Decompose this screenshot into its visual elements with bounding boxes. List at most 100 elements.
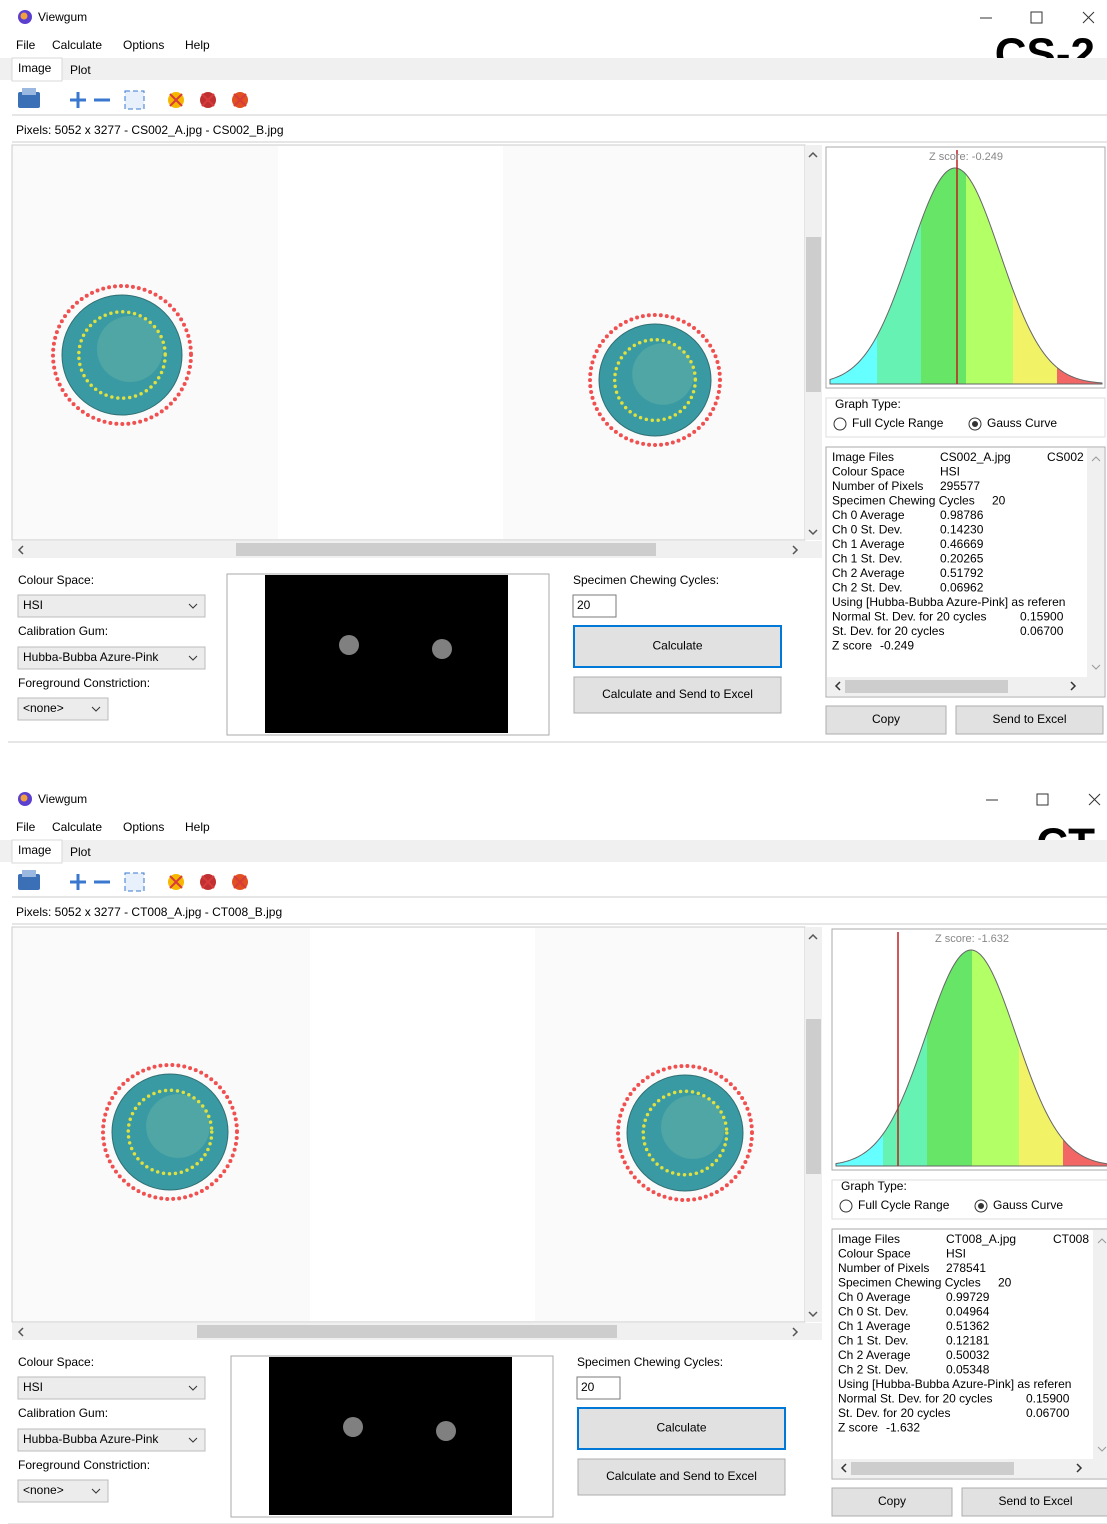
menu-item[interactable]: Options: [123, 820, 164, 834]
result-value: -1.632: [886, 1421, 920, 1435]
result-value: CS002: [1047, 450, 1084, 464]
field-label: Specimen Chewing Cycles:: [573, 573, 719, 587]
result-value: HSI: [940, 465, 960, 479]
result-value: 0.06962: [940, 581, 984, 595]
close-button[interactable]: [1083, 12, 1094, 23]
specimen-shade: [661, 1095, 725, 1159]
field-label: Foreground Constriction:: [18, 1458, 150, 1472]
screenshot: ViewgumCS-2FileCalculateOptionsHelpImage…: [0, 0, 1107, 1524]
scroll-thumb[interactable]: [845, 680, 1008, 693]
copy-button-label[interactable]: Copy: [878, 1494, 906, 1508]
result-label: Ch 2 St. Dev.: [832, 581, 902, 595]
menu-item[interactable]: File: [16, 820, 36, 834]
radio-dot: [978, 1203, 984, 1209]
result-label: Using [Hubba-Bubba Azure-Pink] as refere…: [832, 595, 1065, 609]
preview-mask: [265, 575, 508, 733]
maximize-button[interactable]: [1037, 794, 1048, 805]
result-value: CS002_A.jpg: [940, 450, 1011, 464]
dropdown-value[interactable]: HSI: [23, 1380, 43, 1394]
result-value: 0.12181: [946, 1334, 990, 1348]
result-label: Specimen Chewing Cycles: [838, 1276, 981, 1290]
menu-item[interactable]: Calculate: [52, 38, 102, 52]
radio-label[interactable]: Gauss Curve: [993, 1198, 1063, 1212]
tab[interactable]: Image: [18, 843, 52, 857]
send-excel-button-label[interactable]: Send to Excel: [998, 1494, 1072, 1508]
cycles-value[interactable]: 20: [577, 598, 591, 612]
menu-item[interactable]: Help: [185, 820, 210, 834]
maximize-button[interactable]: [1031, 12, 1042, 23]
tab[interactable]: Plot: [70, 845, 91, 859]
tab[interactable]: Image: [18, 61, 52, 75]
group-title: Graph Type:: [835, 397, 901, 411]
calculate-excel-button-label[interactable]: Calculate and Send to Excel: [606, 1469, 757, 1483]
scroll-thumb[interactable]: [236, 543, 656, 556]
scroll-thumb[interactable]: [806, 237, 821, 392]
cycles-value[interactable]: 20: [581, 1380, 595, 1394]
calculate-button-label[interactable]: Calculate: [652, 639, 702, 653]
tab[interactable]: Plot: [70, 63, 91, 77]
image-gap: [278, 146, 503, 539]
result-value: 0.15900: [1020, 610, 1064, 624]
app-window: ViewgumCTFileCalculateOptionsHelpImagePl…: [0, 782, 1107, 1524]
field-label: Calibration Gum:: [18, 1406, 108, 1420]
copy-button-label[interactable]: Copy: [872, 712, 900, 726]
menu-item[interactable]: Help: [185, 38, 210, 52]
scroll-thumb[interactable]: [806, 1019, 821, 1174]
tool-zoom-in[interactable]: [70, 874, 86, 890]
dropdown-value[interactable]: <none>: [23, 1483, 64, 1497]
menu-item[interactable]: Calculate: [52, 820, 102, 834]
app-window: ViewgumCS-2FileCalculateOptionsHelpImage…: [0, 0, 1107, 745]
menu-item[interactable]: File: [16, 38, 36, 52]
radio-label[interactable]: Gauss Curve: [987, 416, 1057, 430]
menu-item[interactable]: Options: [123, 38, 164, 52]
result-label: Ch 2 Average: [832, 566, 905, 580]
result-value: 0.04964: [946, 1305, 990, 1319]
scroll-thumb[interactable]: [197, 1325, 617, 1338]
result-label: Ch 0 Average: [838, 1290, 911, 1304]
pixels-info: Pixels: 5052 x 3277 - CT008_A.jpg - CT00…: [16, 905, 282, 919]
field-label: Foreground Constriction:: [18, 676, 150, 690]
tool-fit[interactable]: [125, 91, 144, 109]
results-vscroll: [1087, 448, 1104, 677]
result-label: Image Files: [838, 1232, 900, 1246]
dropdown-value[interactable]: Hubba-Bubba Azure-Pink: [23, 1432, 159, 1446]
result-value: 0.51362: [946, 1319, 990, 1333]
result-label: Ch 1 St. Dev.: [832, 552, 902, 566]
dropdown[interactable]: [18, 595, 205, 617]
result-label: Colour Space: [838, 1247, 911, 1261]
result-label: Specimen Chewing Cycles: [832, 494, 975, 508]
tool-fit[interactable]: [125, 873, 144, 891]
dropdown[interactable]: [18, 1377, 205, 1399]
result-value: 0.20265: [940, 552, 984, 566]
dropdown-value[interactable]: Hubba-Bubba Azure-Pink: [23, 650, 159, 664]
result-value: 20: [992, 494, 1006, 508]
send-excel-button-label[interactable]: Send to Excel: [992, 712, 1066, 726]
result-value: 0.50032: [946, 1348, 990, 1362]
dropdown-value[interactable]: HSI: [23, 598, 43, 612]
group-title: Graph Type:: [841, 1179, 907, 1193]
calculate-excel-button-label[interactable]: Calculate and Send to Excel: [602, 687, 753, 701]
calculate-button-label[interactable]: Calculate: [656, 1421, 706, 1435]
scroll-thumb[interactable]: [851, 1462, 1014, 1475]
field-label: Colour Space:: [18, 1355, 94, 1369]
result-value: CT008_A.jpg: [946, 1232, 1016, 1246]
result-value: 0.98786: [940, 508, 984, 522]
tab-strip: [0, 58, 1107, 80]
radio[interactable]: [834, 418, 846, 430]
window-title: Viewgum: [38, 792, 87, 806]
result-label: Image Files: [832, 450, 894, 464]
dropdown-value[interactable]: <none>: [23, 701, 64, 715]
tool-zoom-in[interactable]: [70, 92, 86, 108]
preview-spot: [343, 1417, 363, 1437]
radio-label[interactable]: Full Cycle Range: [852, 416, 944, 430]
close-button[interactable]: [1089, 794, 1100, 805]
result-label: Ch 1 Average: [832, 537, 905, 551]
radio[interactable]: [840, 1200, 852, 1212]
result-label: Ch 2 St. Dev.: [838, 1363, 908, 1377]
field-label: Specimen Chewing Cycles:: [577, 1355, 723, 1369]
image-gap: [310, 928, 535, 1321]
results-vscroll: [1093, 1230, 1107, 1459]
specimen-shade: [146, 1094, 210, 1158]
result-value: 0.14230: [940, 523, 984, 537]
radio-label[interactable]: Full Cycle Range: [858, 1198, 950, 1212]
